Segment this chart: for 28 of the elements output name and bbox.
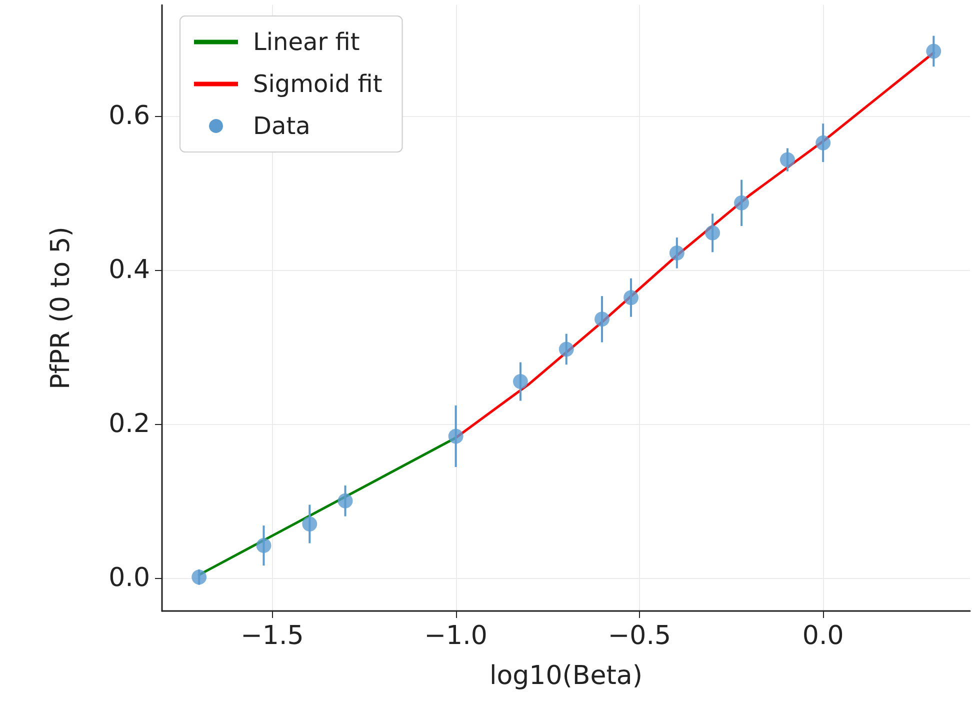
point — [512, 374, 528, 390]
y-tick-label: 0.0 — [108, 562, 150, 593]
point — [624, 290, 639, 306]
point — [816, 135, 831, 150]
x-tick-label: −0.5 — [608, 621, 672, 651]
y-tick-label: 0.6 — [108, 100, 150, 131]
point — [192, 570, 207, 585]
x-tick-label: −1.5 — [240, 621, 304, 651]
point — [594, 312, 610, 327]
point — [734, 195, 750, 210]
point — [926, 44, 942, 59]
y-tick-label: 0.2 — [108, 408, 150, 439]
x-tick-label: −1.0 — [424, 621, 488, 651]
x-tick-label: 0.0 — [802, 621, 844, 651]
point — [448, 428, 464, 444]
point — [338, 493, 353, 508]
point — [302, 516, 318, 532]
x-axis-title: log10(Beta) — [490, 661, 642, 691]
y-tick-label: 0.4 — [108, 254, 150, 285]
point — [558, 342, 574, 357]
legend-label: Linear fit — [253, 28, 360, 56]
point — [669, 245, 684, 260]
y-axis-title: PfPR (0 to 5) — [46, 226, 76, 390]
legend-label: Sigmoid fit — [253, 70, 382, 98]
legend-label: Data — [253, 112, 310, 140]
point — [256, 538, 272, 554]
point — [705, 225, 720, 240]
point — [780, 152, 795, 168]
